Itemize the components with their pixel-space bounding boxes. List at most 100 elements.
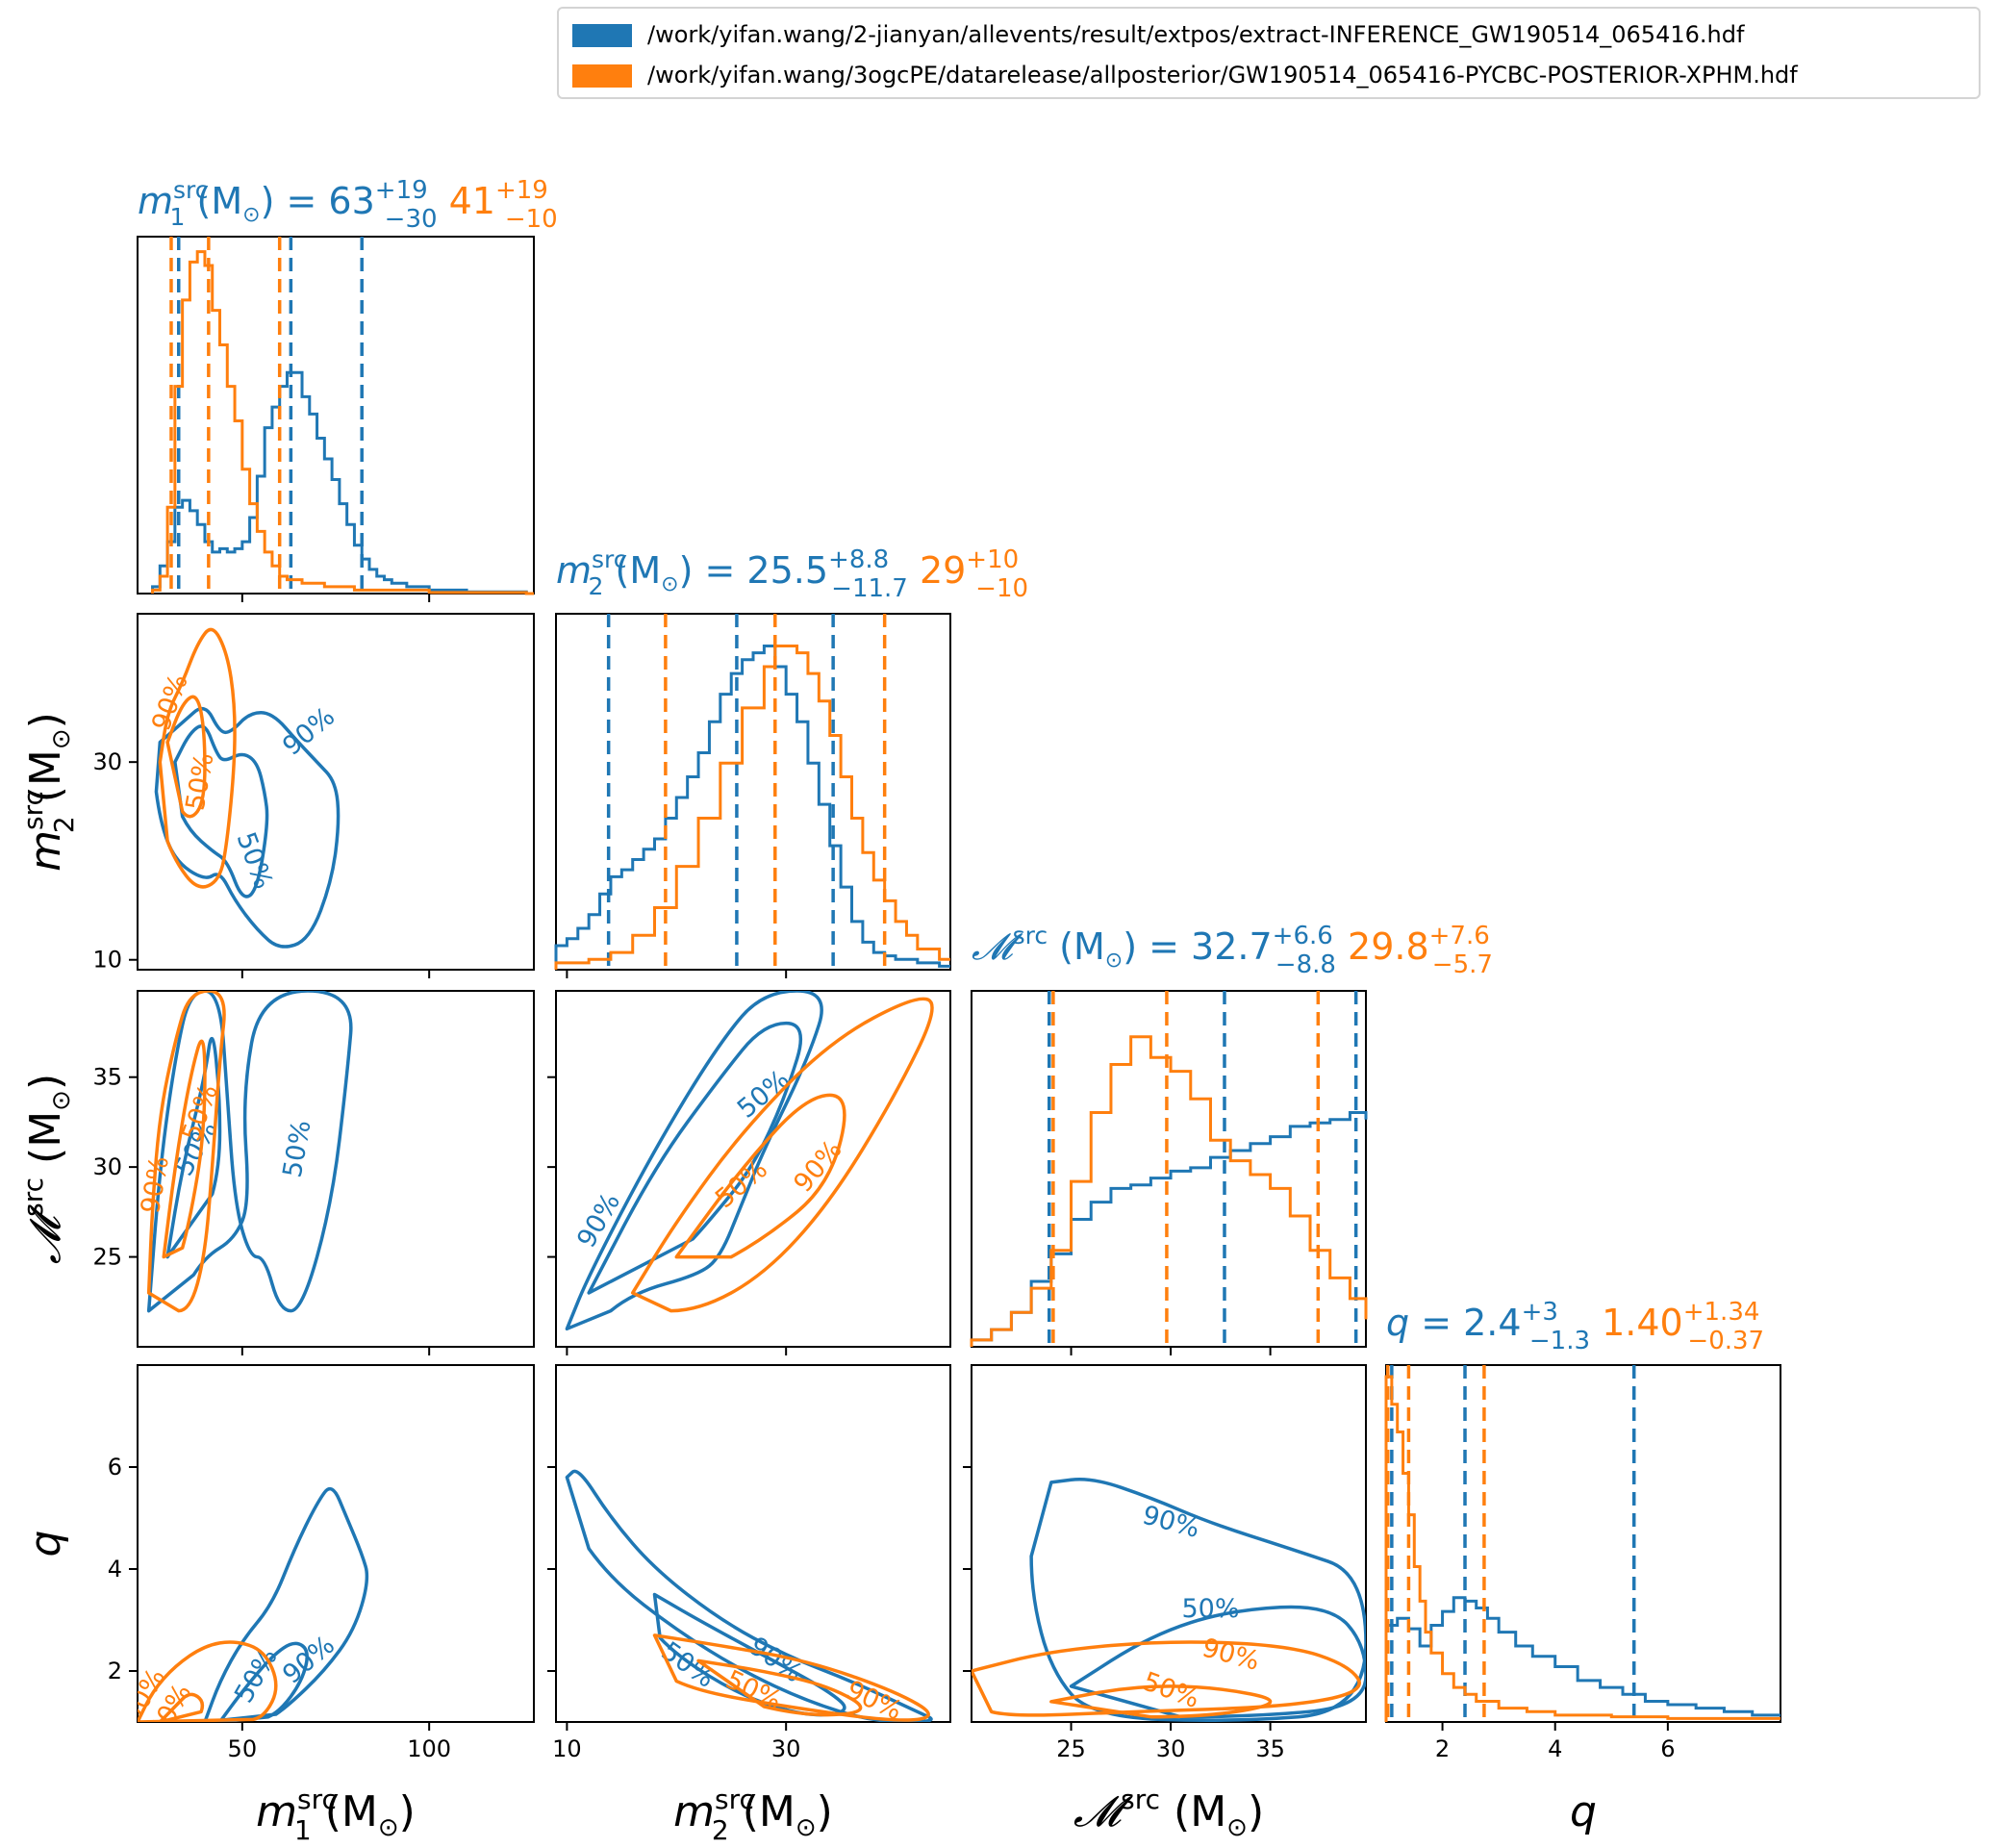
legend-swatch-orange (572, 64, 632, 88)
title-blue-minus: −1.3 (1529, 1327, 1590, 1355)
contour-q-m2-0 (565, 1469, 933, 1722)
legend: /work/yifan.wang/2-jianyan/allevents/res… (557, 7, 1981, 99)
title-orange-minus: −5.7 (1432, 950, 1493, 979)
contour-group-q-m2: 90%50%90%50% (565, 1469, 933, 1722)
contour-q-mc-0 (1029, 1478, 1366, 1722)
title-unit: (M (616, 549, 662, 592)
y-tick-label-mc-30: 30 (92, 1153, 122, 1180)
title-q: q = 2.4+3 −1.3 1.40+1.34 −0.37 (1386, 1298, 1764, 1355)
contour-label-mc-m2-1: 50% (732, 1064, 795, 1124)
axis-label-subscript: 1 (294, 1814, 312, 1846)
contour-group-m2-m1: 90%50%90%50% (146, 627, 341, 949)
title-subscript: 1 (170, 203, 186, 231)
contour-label-mc-m1-0: 50% (278, 1118, 317, 1179)
title-orange-value: 1.40 (1590, 1302, 1683, 1344)
axis-label-unit-subscript: ⊙ (47, 728, 76, 749)
x-tick-label-m1-50: 50 (228, 1735, 258, 1762)
y-axis-label-mc: 𝓜src (M⊙) (17, 1074, 76, 1264)
x-tick-label-mc-30: 30 (1156, 1735, 1186, 1762)
x-tick-label-m1-100: 100 (407, 1735, 451, 1762)
panel-frame-mc-m1 (137, 990, 535, 1348)
axis-label-symbol: m (673, 1787, 715, 1836)
title-unit-subscript: ⊙ (242, 203, 260, 227)
title-orange-minus: −0.37 (1687, 1327, 1764, 1355)
axis-label-unit-close: ) (399, 1787, 416, 1836)
axis-label-symbol: m (256, 1787, 297, 1836)
axis-label-unit: (M (743, 1787, 795, 1836)
legend-label-blue: /work/yifan.wang/2-jianyan/allevents/res… (647, 21, 1745, 48)
title-orange-minus: −10 (505, 205, 558, 234)
axis-label-unit-subscript: ⊙ (47, 1090, 76, 1111)
title-space (1048, 925, 1059, 968)
axis-label-unit-close: ) (1248, 1787, 1264, 1836)
x-tick-label-q-6: 6 (1660, 1735, 1675, 1762)
title-blue-minus: −8.8 (1275, 950, 1336, 979)
axis-label-unit: (M (21, 749, 70, 802)
contour-m2-m1-0 (154, 706, 341, 949)
contour-m2-m1-2 (158, 627, 237, 889)
title-blue-minus: −30 (385, 205, 438, 234)
contour-label-q-mc-1: 50% (1181, 1594, 1239, 1624)
title-blue-value: = 2.4 (1409, 1302, 1521, 1344)
title-symbol: m (556, 549, 592, 592)
contour-q-m2-3 (696, 1658, 863, 1717)
contour-m2-m1-3 (165, 695, 207, 819)
contour-group-q-mc: 90%50%90%50% (972, 1478, 1366, 1722)
contour-mc-m1-3 (162, 1039, 207, 1259)
axis-label-space (312, 1787, 325, 1836)
contour-mc-m1-2 (146, 991, 226, 1313)
panel-frame-mc-m2 (555, 990, 951, 1348)
title-orange-plus: +10 (966, 545, 1019, 574)
histogram-m1-series-1 (151, 250, 534, 595)
axis-label-subscript: 2 (48, 816, 80, 833)
title-symbol: m (138, 180, 173, 222)
contour-group-q-m1: 90%50%90%50% (138, 1486, 369, 1722)
panel-frame-q-m2 (555, 1364, 951, 1723)
y-tick-label-q-2: 2 (108, 1658, 122, 1684)
contour-mc-m2-3 (674, 1093, 846, 1259)
axis-label-unit: (M (325, 1787, 378, 1836)
axis-label-superscript: src (17, 1177, 49, 1217)
contour-q-mc-1 (1069, 1605, 1366, 1719)
y-tick-label-q-6: 6 (108, 1454, 122, 1481)
axis-label-unit-close: ) (21, 712, 70, 728)
legend-label-orange: /work/yifan.wang/3ogcPE/datarelease/allp… (647, 62, 1798, 89)
panel-frame-mc-mc (971, 990, 1367, 1348)
title-superscript: src (1013, 922, 1048, 949)
contour-mc-m1-0 (146, 991, 353, 1313)
title-subscript: 2 (589, 572, 604, 600)
title-orange-plus: +7.6 (1429, 922, 1490, 950)
histogram-m2-series-0 (554, 644, 950, 970)
title-unit-close: ) (261, 180, 275, 222)
axis-label-superscript: src (17, 791, 49, 830)
axis-label-unit: (M (1174, 1787, 1226, 1836)
axis-label-superscript: src (715, 1784, 754, 1815)
title-blue-value: = 63 (274, 180, 374, 222)
y-tick-label-mc-25: 25 (92, 1244, 122, 1271)
contour-label-q-mc-2: 90% (1199, 1633, 1262, 1676)
axis-label-subscript: 2 (712, 1814, 729, 1846)
histogram-mc-series-0 (970, 1111, 1368, 1347)
contour-q-m1-2 (138, 1640, 278, 1722)
axis-label-space (21, 1164, 70, 1177)
title-blue-value: = 32.7 (1137, 925, 1273, 968)
x-tick-label-m2-10: 10 (552, 1735, 582, 1762)
axis-label-space (21, 802, 70, 816)
x-axis-label-q: q (1570, 1787, 1597, 1836)
contour-q-m1-3 (158, 1692, 205, 1722)
x-tick-label-q-2: 2 (1435, 1735, 1450, 1762)
contour-q-m1-1 (217, 1641, 309, 1722)
title-unit-subscript: ⊙ (661, 572, 678, 596)
title-orange-plus: +1.34 (1683, 1298, 1760, 1327)
panel-frame-m1-m1 (137, 236, 535, 595)
contour-q-mc-3 (1049, 1684, 1273, 1719)
histogram-mc-series-1 (970, 1035, 1368, 1347)
contour-label-m2-m1-1: 50% (231, 828, 279, 893)
x-axis-label-mc: 𝓜src (M⊙) (1073, 1784, 1264, 1842)
axis-label-unit-subscript: ⊙ (795, 1813, 817, 1842)
axis-label-symbol: m (21, 830, 70, 872)
panel-frame-q-mc (971, 1364, 1367, 1723)
axis-label-symbol: q (1570, 1787, 1597, 1836)
axis-label-unit-subscript: ⊙ (1226, 1813, 1248, 1842)
